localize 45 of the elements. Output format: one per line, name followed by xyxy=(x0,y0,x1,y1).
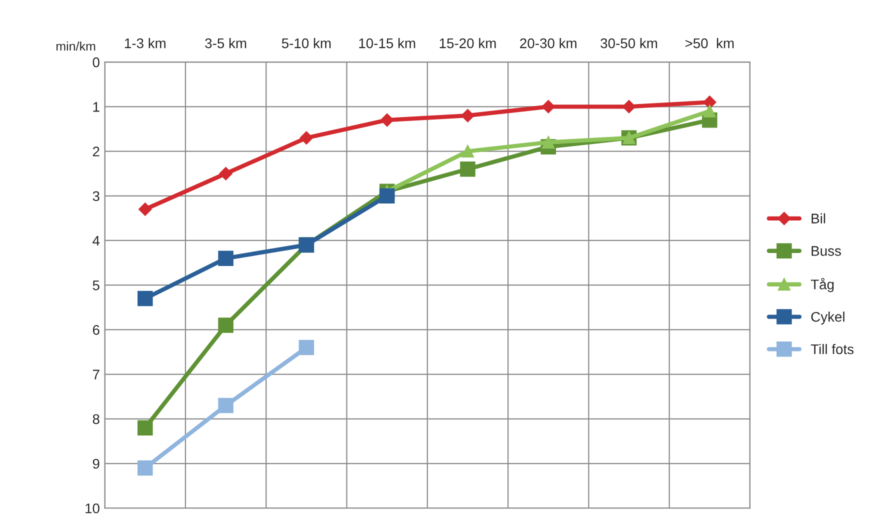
point xyxy=(138,460,153,476)
y-tick-label: 3 xyxy=(92,191,100,202)
point xyxy=(138,202,152,216)
point xyxy=(703,104,716,118)
legend-label: Cykel xyxy=(811,312,844,325)
x-tick-label: 1-3 km xyxy=(124,38,166,48)
y-tick-label: 10 xyxy=(86,503,100,514)
x-tick-label: 20-30 km xyxy=(520,38,576,48)
point xyxy=(460,161,476,177)
point xyxy=(380,113,394,127)
y-tick-label: 9 xyxy=(92,458,100,469)
y-tick-label: 6 xyxy=(92,325,100,335)
point xyxy=(542,136,555,149)
legend-label: Buss xyxy=(812,246,841,256)
x-tick-label: 30-50 km xyxy=(600,38,658,48)
y-tick-label: 1 xyxy=(93,102,100,112)
point xyxy=(622,100,636,114)
point xyxy=(300,131,314,144)
point xyxy=(218,398,234,414)
point xyxy=(542,100,555,114)
point xyxy=(138,290,153,306)
point xyxy=(218,318,234,333)
x-tick-label: 5-10 km xyxy=(282,38,331,48)
y-tick-label: 5 xyxy=(92,280,100,290)
y-tick-label: 0 xyxy=(92,57,100,68)
point xyxy=(379,188,395,204)
point xyxy=(219,166,232,180)
x-tick-label: 10-15 km xyxy=(359,38,416,48)
x-tick-label: 15-20 km xyxy=(440,38,496,48)
y-tick-label: 2 xyxy=(92,146,100,156)
point xyxy=(138,420,153,436)
point xyxy=(703,96,716,109)
point xyxy=(461,145,474,158)
legend-label: Tåg xyxy=(810,278,834,292)
x-tick-label: >50 km xyxy=(685,38,734,48)
legend-label: Till fots xyxy=(810,344,854,354)
point xyxy=(461,109,474,122)
y-tick-label: 7 xyxy=(92,370,100,380)
point xyxy=(218,250,234,266)
point xyxy=(298,340,314,356)
legend-label: Bil xyxy=(812,213,826,224)
y-tick-label: 8 xyxy=(92,414,100,424)
y-tick-label: 4 xyxy=(92,236,100,246)
x-tick-label: 3-5 km xyxy=(205,38,246,48)
y-axis-title: min/km xyxy=(56,41,96,51)
